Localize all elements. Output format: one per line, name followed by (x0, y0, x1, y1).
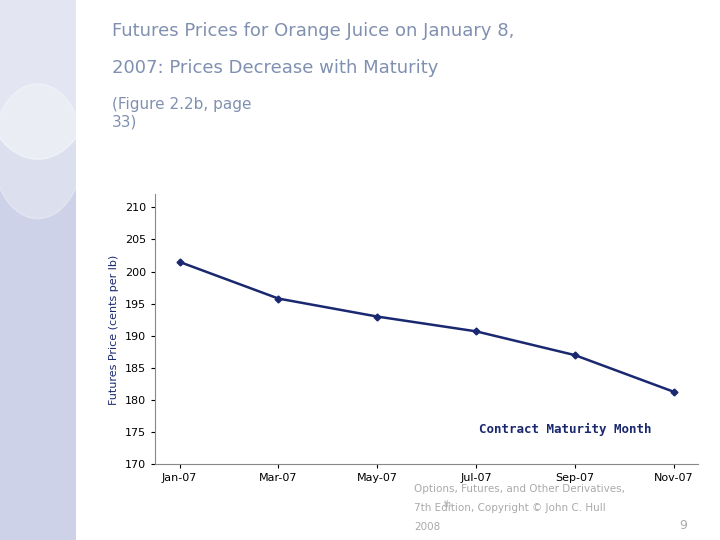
Text: 2007: Prices Decrease with Maturity: 2007: Prices Decrease with Maturity (112, 59, 438, 77)
Text: 7th Edition, Copyright © John C. Hull: 7th Edition, Copyright © John C. Hull (414, 503, 606, 513)
Ellipse shape (0, 84, 84, 219)
Y-axis label: Futures Price (cents per lb): Futures Price (cents per lb) (109, 254, 119, 404)
Text: th: th (444, 500, 452, 509)
Text: Contract Maturity Month: Contract Maturity Month (479, 422, 651, 436)
Text: 2008: 2008 (414, 522, 440, 532)
Text: Futures Prices for Orange Juice on January 8,: Futures Prices for Orange Juice on Janua… (112, 22, 514, 39)
Ellipse shape (0, 0, 98, 159)
Text: 9: 9 (680, 519, 688, 532)
Text: (Figure 2.2b, page
33): (Figure 2.2b, page 33) (112, 97, 251, 130)
Text: Options, Futures, and Other Derivatives,: Options, Futures, and Other Derivatives, (414, 484, 625, 494)
